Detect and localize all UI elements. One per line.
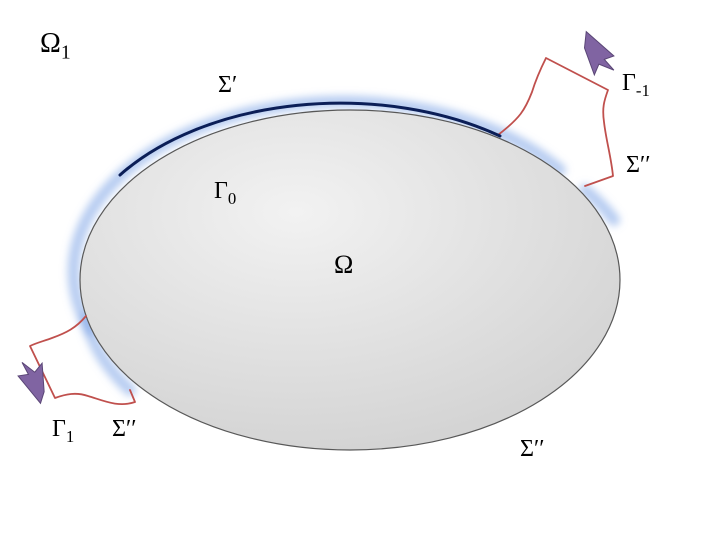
label-sigma-pp-1: Σ′′ — [626, 152, 650, 179]
inflow-arrow-icon — [582, 28, 616, 75]
domain-omega — [80, 110, 620, 450]
label-gamma0: Γ0 — [214, 178, 236, 209]
label-sigma-pp-3: Σ′′ — [520, 436, 544, 463]
label-gamma1: Γ1 — [52, 416, 74, 447]
diagram-canvas — [0, 0, 720, 540]
label-omega: Ω — [334, 250, 353, 280]
outflow-arrow-icon — [15, 360, 48, 404]
label-sigma-pp-2: Σ′′ — [112, 416, 136, 443]
label-gamma-minus1: Γ-1 — [622, 70, 650, 101]
label-sigma-prime: Σ′ — [218, 72, 237, 99]
label-omega1: Ω1 — [40, 28, 71, 65]
